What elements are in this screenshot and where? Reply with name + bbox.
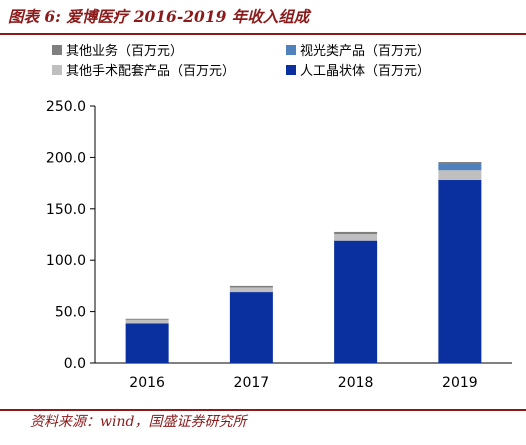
x-tick-label: 2017 [234,375,270,391]
y-axis: 0.0 50.0 100.0 150.0 200.0 250.0 [46,99,96,372]
chart-title: 图表 6: 爱博医疗 2016-2019 年收入组成 [8,7,310,26]
bar-segment [334,231,378,234]
bar-segment [334,240,378,363]
x-axis: 2016 2017 2018 2019 [95,362,512,391]
bar-segment [229,287,273,293]
footer-divider [0,409,526,411]
bar-segment [438,162,482,164]
legend-label: 视光类产品（百万元） [300,44,430,59]
bar-segment [229,292,273,363]
legend-swatch [52,45,62,55]
bar-segment [229,285,273,288]
legend-swatch [286,45,296,55]
legend-label: 其他手术配套产品（百万元） [66,63,235,79]
legend-label: 人工晶状体（百万元） [300,64,430,79]
y-tick-label: 200.0 [46,150,86,166]
y-tick-label: 100.0 [46,253,86,269]
x-tick-label: 2019 [442,375,478,391]
bars [125,162,482,363]
legend-swatch [286,65,296,75]
bar-segment [125,323,169,363]
legend-label: 其他业务（百万元） [66,43,183,59]
bar-segment [438,163,482,171]
stacked-bar-chart: 其他业务（百万元） 视光类产品（百万元） 其他手术配套产品（百万元） 人工晶状体（百万… [46,43,512,391]
legend-swatch [52,65,62,75]
y-tick-label: 150.0 [46,202,86,218]
y-tick-label: 250.0 [46,99,86,115]
title-divider [0,33,526,35]
bar-segment [334,233,378,241]
bar-segment [125,319,169,324]
bar-segment [438,170,482,181]
y-tick-label: 50.0 [55,305,86,321]
x-tick-label: 2018 [338,375,374,391]
x-tick-label: 2016 [129,375,165,391]
bar-segment [438,180,482,363]
bar-segment [125,318,169,320]
source-note: 资料来源：wind，国盛证券研究所 [30,414,247,430]
legend: 其他业务（百万元） 视光类产品（百万元） 其他手术配套产品（百万元） 人工晶状体（百万… [52,43,430,79]
y-tick-label: 0.0 [64,356,86,372]
